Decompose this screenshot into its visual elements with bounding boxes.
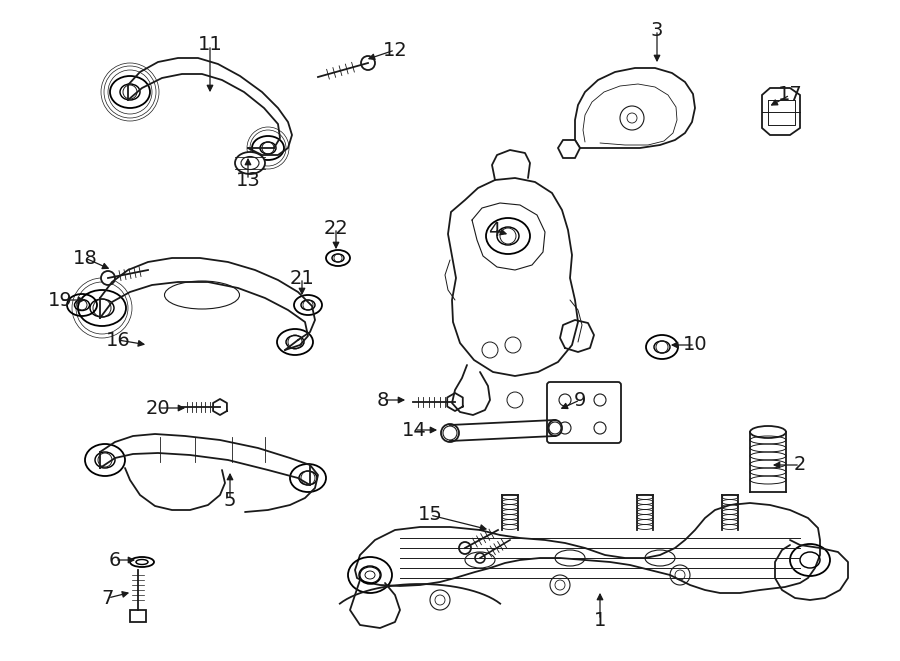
Circle shape [475, 553, 485, 563]
Ellipse shape [750, 426, 786, 438]
Text: 16: 16 [105, 330, 130, 350]
Text: 7: 7 [102, 588, 114, 607]
Polygon shape [355, 503, 820, 593]
Circle shape [459, 542, 471, 554]
Text: 12: 12 [382, 40, 408, 59]
Text: 9: 9 [574, 391, 586, 410]
Polygon shape [575, 68, 695, 148]
Text: 13: 13 [236, 171, 260, 190]
Text: 3: 3 [651, 20, 663, 40]
Polygon shape [448, 178, 578, 376]
Text: 17: 17 [778, 85, 803, 104]
Text: 6: 6 [109, 551, 122, 570]
Text: 4: 4 [488, 221, 500, 239]
Text: 10: 10 [683, 336, 707, 354]
Ellipse shape [548, 420, 562, 436]
Text: 15: 15 [418, 506, 443, 524]
Text: 11: 11 [198, 36, 222, 54]
Text: 19: 19 [48, 290, 72, 309]
Text: 2: 2 [794, 455, 806, 475]
Polygon shape [558, 140, 580, 158]
Text: 1: 1 [594, 611, 607, 629]
Text: 8: 8 [377, 391, 389, 410]
FancyBboxPatch shape [547, 382, 621, 443]
Text: 14: 14 [401, 420, 427, 440]
Text: 21: 21 [290, 268, 314, 288]
Ellipse shape [235, 152, 265, 174]
Circle shape [361, 56, 375, 70]
Text: 18: 18 [73, 249, 97, 268]
Text: 5: 5 [224, 490, 236, 510]
Ellipse shape [441, 424, 459, 442]
Text: 22: 22 [324, 219, 348, 237]
Bar [130, 610, 146, 622]
Text: 20: 20 [146, 399, 170, 418]
Circle shape [101, 271, 115, 285]
Polygon shape [762, 88, 800, 135]
